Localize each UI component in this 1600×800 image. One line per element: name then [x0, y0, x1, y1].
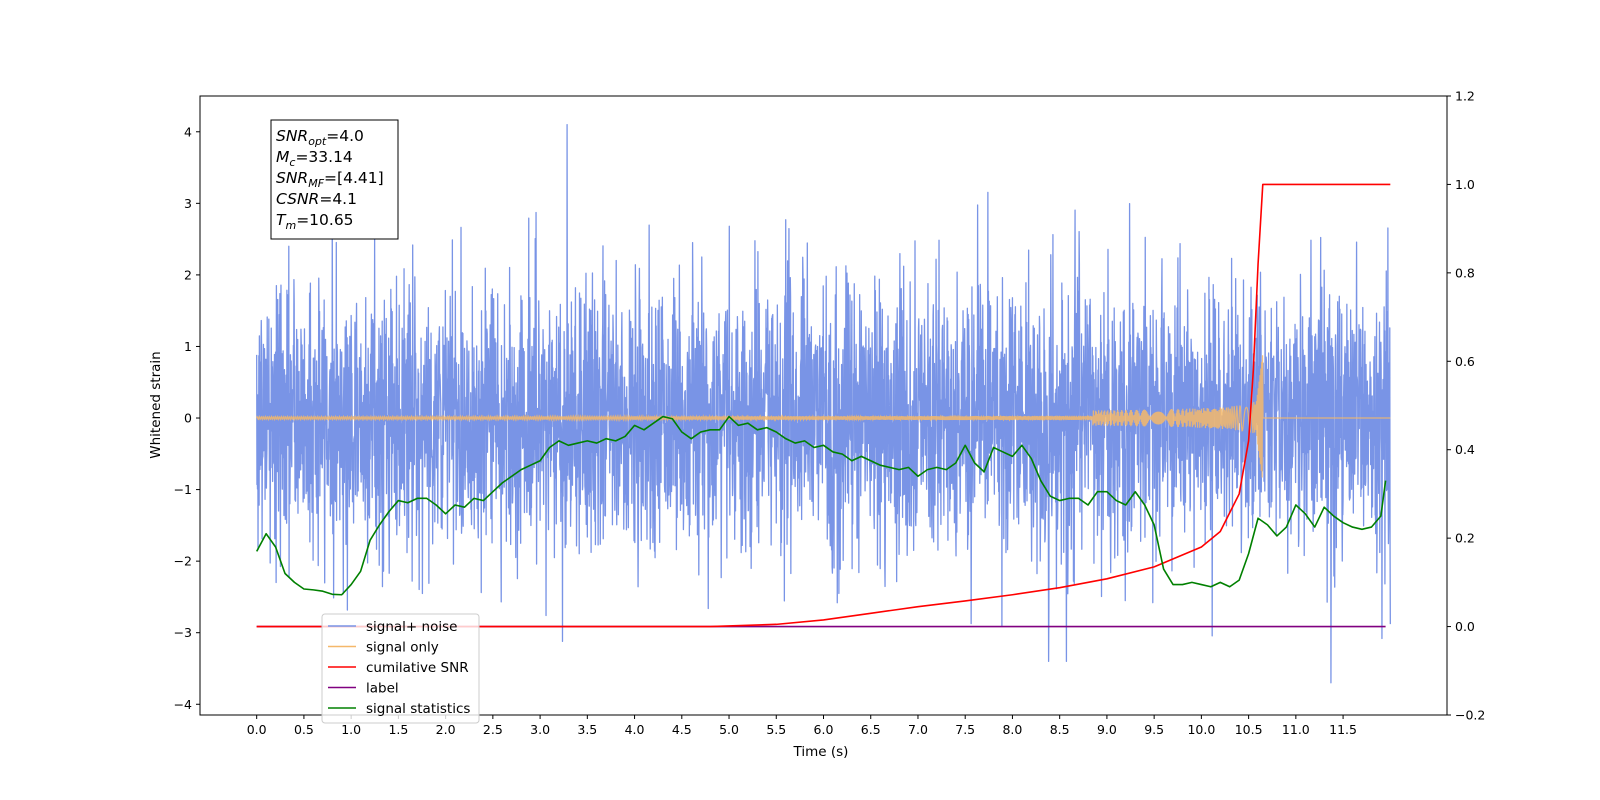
x-tick-label: 10.5: [1235, 722, 1263, 737]
x-tick-label: 7.5: [955, 722, 975, 737]
y-tick-label: −1: [174, 482, 192, 497]
series-layer: [255, 123, 1391, 684]
series-cumulative-snr: [256, 183, 1391, 628]
x-tick-label: 1.0: [341, 722, 361, 737]
x-axis-label: Time (s): [793, 744, 849, 760]
x-tick-label: 3.5: [577, 722, 597, 737]
y-tick-label: 1: [184, 339, 192, 354]
series-signal-only: [256, 355, 1391, 478]
x-tick-label: 11.0: [1282, 722, 1310, 737]
x-tick-label: 11.5: [1329, 722, 1357, 737]
x-tick-label: 9.0: [1097, 722, 1117, 737]
series-signal-plus-noise: [256, 123, 1391, 684]
x-tick-label: 5.0: [719, 722, 739, 737]
y-tick-label: 2: [184, 267, 192, 282]
y-axis-label: Whitened strain: [148, 351, 164, 458]
x-tick-label: 2.5: [483, 722, 503, 737]
y2-tick-label: 0.4: [1455, 442, 1475, 457]
y-tick-label: 4: [184, 124, 192, 139]
stats-annotation-frame: [270, 119, 399, 240]
y-tick-label: 0: [184, 411, 192, 426]
x-tick-label: 0.5: [294, 722, 314, 737]
y-tick-label: −4: [174, 697, 192, 712]
x-tick-label: 6.0: [814, 722, 834, 737]
legend-entry: signal statistics: [366, 701, 470, 717]
legend-frame: [321, 613, 480, 724]
legend-entry: signal+ noise: [366, 619, 457, 635]
x-tick-label: 2.0: [436, 722, 456, 737]
x-tick-label: 7.0: [908, 722, 928, 737]
x-tick-label: 8.5: [1050, 722, 1070, 737]
y2-tick-label: 0.8: [1455, 265, 1475, 280]
y2-tick-label: 0.2: [1455, 531, 1475, 546]
series-signal-statistics: [255, 415, 1387, 596]
x-tick-label: 4.5: [672, 722, 692, 737]
stats-annotation-line: Tm=10.65: [276, 211, 354, 232]
y-tick-label: −3: [174, 625, 192, 640]
x-axis: 0.0 0.5 1.0 1.5 2.0 2.5 3.0 3.5 4.0 4.5 5.0 5.5 6.0 6…: [247, 715, 1357, 737]
legend-entry: signal only: [366, 640, 439, 656]
y2-tick-label: 0.6: [1455, 354, 1475, 369]
y-axis-right: −0.2 0.0 0.2 0.4 0.6 0.8 1.0 1.2: [1447, 89, 1485, 723]
stats-annotation-line: SNRMF=[4.41]: [276, 169, 384, 190]
y-tick-label: −2: [174, 554, 192, 569]
x-tick-label: 3.0: [530, 722, 550, 737]
stats-annotation-line: CSNR=4.1: [276, 190, 357, 208]
x-tick-label: 4.0: [625, 722, 645, 737]
x-tick-label: 5.5: [766, 722, 786, 737]
x-tick-label: 8.0: [1002, 722, 1022, 737]
y-tick-label: 3: [184, 196, 192, 211]
x-tick-label: 9.5: [1144, 722, 1164, 737]
y2-tick-label: 0.0: [1455, 619, 1475, 634]
x-tick-label: 6.5: [861, 722, 881, 737]
x-tick-label: 0.0: [247, 722, 267, 737]
stats-annotation-line: Mc=33.14: [276, 148, 353, 169]
legend-entry: cumilative SNR: [366, 660, 469, 676]
legend-entry: label: [366, 681, 399, 697]
y-axis-left: −4 −3 −2 −1 0 1 2 3 4: [174, 124, 200, 712]
x-tick-label: 10.0: [1187, 722, 1215, 737]
x-tick-label: 1.5: [388, 722, 408, 737]
y2-tick-label: 1.2: [1455, 89, 1475, 104]
y2-tick-label: 1.0: [1455, 177, 1475, 192]
y2-tick-label: −0.2: [1455, 708, 1485, 723]
legend: signal+ noise signal only cumilative SNR la…: [321, 613, 480, 724]
stats-annotation-line: SNRopt=4.0: [276, 127, 364, 148]
